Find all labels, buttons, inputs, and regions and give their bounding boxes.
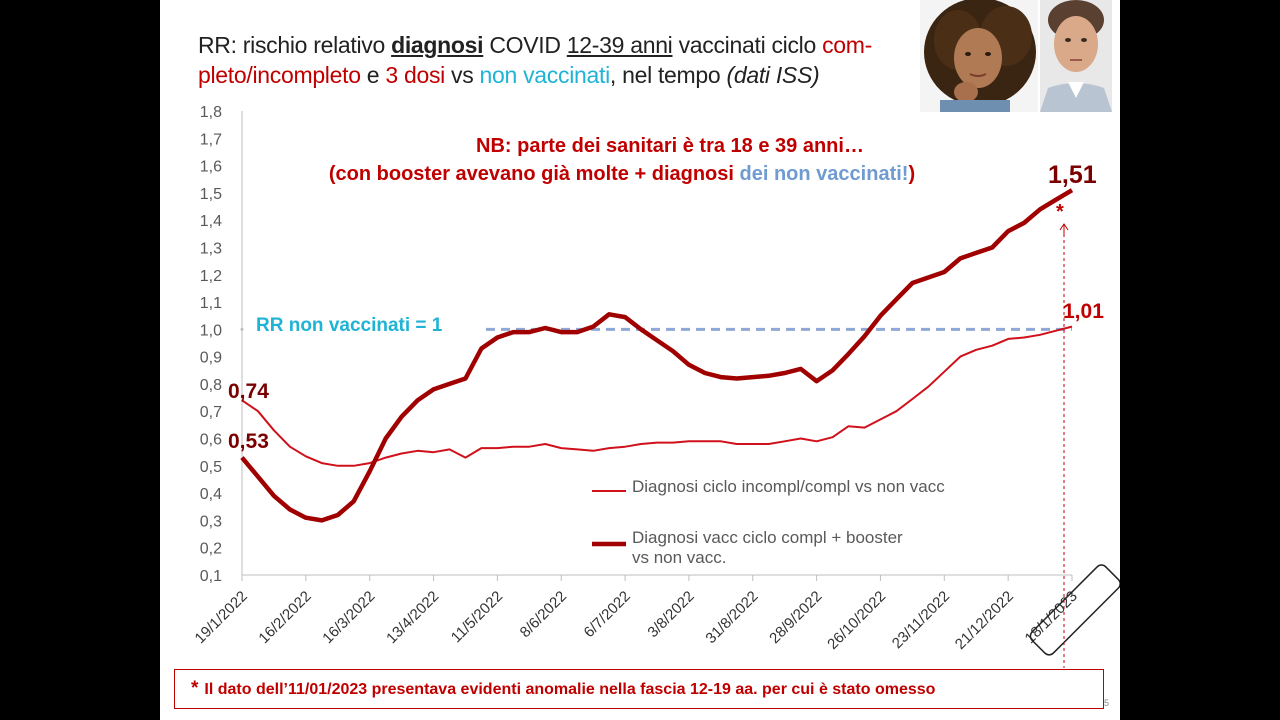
y-tick-label: 1,1 <box>200 295 222 312</box>
y-tick-label: 0,5 <box>200 459 222 476</box>
x-tick-label: 28/9/2022 <box>766 588 825 647</box>
x-tick-label: 21/12/2022 <box>952 588 1017 653</box>
woman-photo <box>920 0 1038 112</box>
series-line-booster <box>240 188 1074 523</box>
nb-note-line2-end: ) <box>908 163 915 185</box>
footnote-box: * Il dato dell’11/01/2023 presentava evid… <box>174 669 1104 709</box>
y-tick-label: 1,5 <box>200 186 222 203</box>
title-red-complete: com-pleto/incompleto <box>198 32 872 88</box>
y-tick-label: 1,2 <box>200 268 222 285</box>
title-part: e <box>360 62 386 88</box>
omitted-date-asterisk: * <box>1056 201 1064 223</box>
last-date-highlight-box <box>1029 564 1120 656</box>
omitted-date-arrow-head <box>1059 223 1069 231</box>
relative-risk-chart: 0,1 0,2 0,3 0,4 0,5 0,6 0,7 0,8 0,9 1,0 1,1 1,2 1,3 1… <box>192 104 1120 668</box>
x-tick-label: 31/8/2022 <box>702 588 761 647</box>
y-tick-label: 0,4 <box>200 486 222 503</box>
slide: RR: rischio relativo diagnosi COVID 12-3… <box>160 0 1120 720</box>
title-cyan-unvaccinated: non vaccinati <box>479 62 611 88</box>
y-tick-label: 0,7 <box>200 404 222 421</box>
y-tick-label: 1,4 <box>200 213 222 230</box>
x-tick-label: 16/3/2022 <box>319 588 378 647</box>
legend: Diagnosi ciclo incompl/compl vs non vacc… <box>592 477 945 567</box>
label-end-cycle: 1,01 <box>1063 300 1104 323</box>
title-part: COVID <box>483 32 567 58</box>
y-tick-label: 1,7 <box>200 131 222 148</box>
title-red-doses: 3 dosi <box>385 62 445 88</box>
y-tick-label: 1,6 <box>200 159 222 176</box>
y-tick-label: 0,1 <box>200 568 222 585</box>
title-source: (dati ISS) <box>726 62 820 88</box>
label-start-cycle: 0,74 <box>228 380 269 403</box>
label-end-booster: 1,51 <box>1048 161 1097 189</box>
x-tick-label: 16/2/2022 <box>255 588 314 647</box>
y-tick-label: 1,3 <box>200 240 222 257</box>
reference-dot <box>240 327 244 331</box>
title-part: , nel tempo <box>609 62 727 88</box>
legend-label-booster-line1: Diagnosi vacc ciclo compl + booster <box>632 528 903 547</box>
y-tick-label: 1,8 <box>200 104 222 121</box>
slide-title: RR: rischio relativo diagnosi COVID 12-3… <box>198 30 938 90</box>
x-tick-label: 19/1/2022 <box>192 588 251 647</box>
x-tick-label: 3/8/2022 <box>644 588 697 641</box>
footnote-text: Il dato dell’11/01/2023 presentava evide… <box>204 681 936 698</box>
y-tick-label: 0,2 <box>200 541 222 558</box>
series-line-cycle <box>241 325 1073 467</box>
legend-label-cycle: Diagnosi ciclo incompl/compl vs non vacc <box>632 477 945 496</box>
y-tick-label: 0,8 <box>200 377 222 394</box>
x-tick-label: 13/4/2022 <box>383 588 442 647</box>
title-bold: diagnosi <box>391 32 484 58</box>
y-tick-label: 1,0 <box>200 322 222 339</box>
nb-note-line2-blue: dei non vaccinati! <box>740 163 909 185</box>
y-tick-label: 0,9 <box>200 350 222 367</box>
page-number: 5 <box>1104 698 1110 708</box>
footnote-star: * <box>191 678 199 699</box>
label-start-booster: 0,53 <box>228 430 269 453</box>
legend-label-booster: Diagnosi vacc ciclo compl + booster vs no… <box>632 528 903 567</box>
rr-unvaccinated-label: RR non vaccinati = 1 <box>256 315 443 336</box>
man-photo <box>1040 0 1112 112</box>
x-tick-label: 26/10/2022 <box>824 588 889 653</box>
title-part: vaccinati ciclo <box>672 32 823 58</box>
y-tick-label: 0,6 <box>200 432 222 449</box>
x-tick-label: 8/6/2022 <box>517 588 570 641</box>
nb-note-line1: NB: parte dei sanitari è tra 18 e 39 ann… <box>476 135 864 157</box>
x-tick-label: 6/7/2022 <box>581 588 634 641</box>
nb-note-line2-red: (con booster avevano già molte + diagnos… <box>329 163 740 185</box>
legend-label-booster-line2: vs non vacc. <box>632 548 727 567</box>
title-part: RR: rischio relativo <box>198 32 392 58</box>
nb-note-line2: (con booster avevano già molte + diagnos… <box>329 163 915 185</box>
title-part: vs <box>444 62 480 88</box>
y-tick-label: 0,3 <box>200 513 222 530</box>
title-age: 12-39 anni <box>566 32 673 58</box>
x-tick-label: 23/11/2022 <box>889 588 953 652</box>
x-tick-label: 11/5/2022 <box>448 588 506 646</box>
